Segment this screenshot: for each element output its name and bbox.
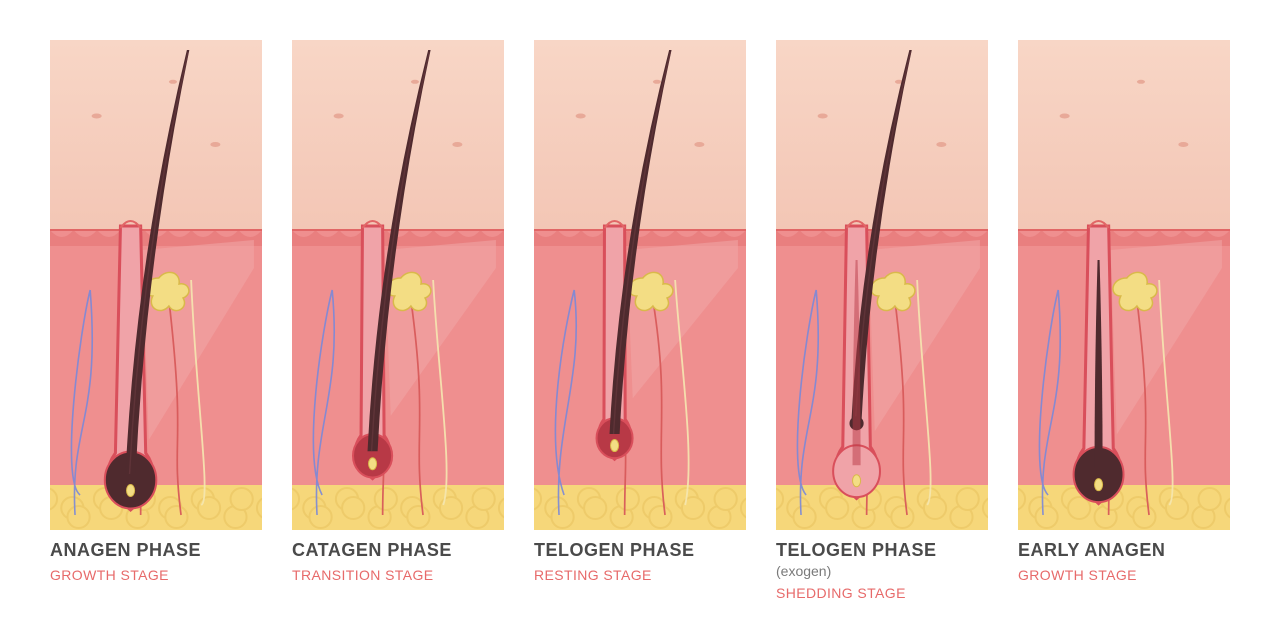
phase-labels: TELOGEN PHASE (exogen) SHEDDING STAGE <box>776 530 988 601</box>
phase-labels: CATAGEN PHASE TRANSITION STAGE <box>292 530 504 583</box>
phase-stage: GROWTH STAGE <box>1018 567 1230 583</box>
skin-diagram <box>50 40 262 530</box>
skin-diagram <box>534 40 746 530</box>
skin-diagram <box>1018 40 1230 530</box>
phase-telogen: TELOGEN PHASE RESTING STAGE <box>534 40 746 612</box>
phase-catagen: CATAGEN PHASE TRANSITION STAGE <box>292 40 504 612</box>
phase-exogen: TELOGEN PHASE (exogen) SHEDDING STAGE <box>776 40 988 612</box>
phase-stage: SHEDDING STAGE <box>776 585 988 601</box>
phase-labels: TELOGEN PHASE RESTING STAGE <box>534 530 746 583</box>
phase-title: TELOGEN PHASE <box>776 540 988 561</box>
phase-anagen: ANAGEN PHASE GROWTH STAGE <box>50 40 262 612</box>
skin-diagram <box>776 40 988 530</box>
phase-labels: EARLY ANAGEN GROWTH STAGE <box>1018 530 1230 583</box>
phase-title: EARLY ANAGEN <box>1018 540 1230 561</box>
phase-labels: ANAGEN PHASE GROWTH STAGE <box>50 530 262 583</box>
skin-diagram <box>292 40 504 530</box>
phase-title: CATAGEN PHASE <box>292 540 504 561</box>
phase-title: ANAGEN PHASE <box>50 540 262 561</box>
phase-stage: TRANSITION STAGE <box>292 567 504 583</box>
phase-subtitle: (exogen) <box>776 563 988 579</box>
phase-stage: RESTING STAGE <box>534 567 746 583</box>
phase-stage: GROWTH STAGE <box>50 567 262 583</box>
phase-early-anagen: EARLY ANAGEN GROWTH STAGE <box>1018 40 1230 612</box>
phase-title: TELOGEN PHASE <box>534 540 746 561</box>
